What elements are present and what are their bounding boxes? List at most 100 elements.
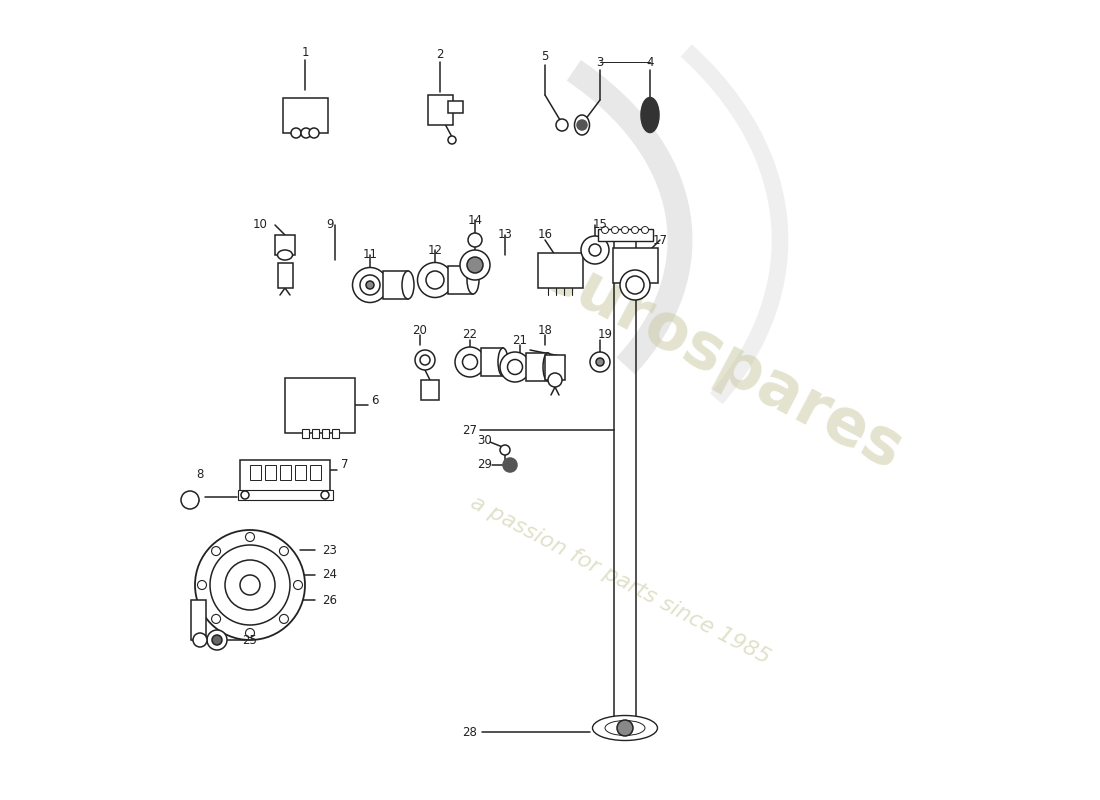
- Bar: [250, 465, 261, 479]
- Circle shape: [548, 373, 562, 387]
- Circle shape: [641, 226, 649, 234]
- Circle shape: [503, 458, 517, 472]
- Circle shape: [602, 226, 608, 234]
- Bar: [421, 380, 439, 400]
- Text: 11: 11: [363, 249, 377, 262]
- Bar: [448, 266, 473, 294]
- Ellipse shape: [543, 353, 553, 381]
- Text: 4: 4: [647, 55, 653, 69]
- Circle shape: [245, 533, 254, 542]
- Text: 18: 18: [538, 323, 552, 337]
- Bar: [283, 98, 328, 133]
- Circle shape: [620, 270, 650, 300]
- Circle shape: [279, 546, 288, 555]
- Ellipse shape: [277, 250, 293, 260]
- Circle shape: [621, 226, 628, 234]
- Text: 3: 3: [596, 55, 604, 69]
- Bar: [279, 465, 290, 479]
- Ellipse shape: [468, 266, 478, 294]
- Circle shape: [581, 236, 609, 264]
- Circle shape: [617, 720, 632, 736]
- Circle shape: [626, 276, 644, 294]
- Ellipse shape: [360, 275, 379, 295]
- Ellipse shape: [426, 271, 444, 289]
- Text: 16: 16: [538, 229, 552, 242]
- Bar: [597, 229, 652, 241]
- Text: 15: 15: [593, 218, 607, 231]
- Ellipse shape: [500, 352, 530, 382]
- Text: 1: 1: [301, 46, 309, 59]
- Circle shape: [241, 491, 249, 499]
- Bar: [448, 101, 462, 113]
- Text: 29: 29: [477, 458, 493, 471]
- Circle shape: [612, 226, 618, 234]
- Bar: [301, 429, 308, 438]
- Ellipse shape: [498, 348, 508, 376]
- Text: 27: 27: [462, 423, 477, 437]
- Circle shape: [588, 244, 601, 256]
- Circle shape: [578, 120, 587, 130]
- Bar: [285, 378, 355, 433]
- Bar: [240, 460, 330, 500]
- Circle shape: [245, 629, 254, 638]
- Text: 10: 10: [253, 218, 267, 231]
- Ellipse shape: [418, 262, 452, 298]
- Text: 23: 23: [322, 543, 338, 557]
- Ellipse shape: [605, 721, 645, 735]
- Bar: [613, 247, 658, 282]
- Text: 8: 8: [196, 469, 204, 482]
- Bar: [238, 490, 332, 500]
- Circle shape: [301, 128, 311, 138]
- Bar: [264, 465, 275, 479]
- Text: 22: 22: [462, 329, 477, 342]
- Text: 7: 7: [341, 458, 349, 471]
- Circle shape: [182, 491, 199, 509]
- Circle shape: [198, 581, 207, 590]
- Bar: [544, 354, 565, 379]
- Circle shape: [309, 128, 319, 138]
- Bar: [311, 429, 319, 438]
- Circle shape: [292, 128, 301, 138]
- Bar: [526, 353, 548, 381]
- Circle shape: [556, 119, 568, 131]
- Circle shape: [415, 350, 434, 370]
- Ellipse shape: [455, 347, 485, 377]
- Circle shape: [631, 226, 638, 234]
- Circle shape: [195, 530, 305, 640]
- Bar: [295, 465, 306, 479]
- Ellipse shape: [366, 281, 374, 289]
- Text: 21: 21: [513, 334, 528, 346]
- Text: 13: 13: [497, 229, 513, 242]
- Circle shape: [294, 581, 302, 590]
- Text: a passion for parts since 1985: a passion for parts since 1985: [466, 492, 773, 668]
- Bar: [538, 253, 583, 287]
- Text: 30: 30: [477, 434, 493, 446]
- Circle shape: [207, 630, 227, 650]
- Circle shape: [192, 633, 207, 647]
- Circle shape: [279, 614, 288, 623]
- Bar: [277, 262, 293, 287]
- Bar: [481, 348, 503, 376]
- Circle shape: [240, 575, 260, 595]
- Bar: [190, 600, 206, 640]
- Bar: [275, 235, 295, 255]
- Ellipse shape: [507, 359, 522, 374]
- Bar: [321, 429, 329, 438]
- Ellipse shape: [352, 267, 387, 302]
- Circle shape: [420, 355, 430, 365]
- Text: 26: 26: [322, 594, 338, 606]
- Ellipse shape: [641, 98, 659, 133]
- Circle shape: [211, 614, 221, 623]
- Circle shape: [448, 136, 456, 144]
- Text: 12: 12: [428, 243, 442, 257]
- Ellipse shape: [462, 354, 477, 370]
- Text: 6: 6: [372, 394, 378, 406]
- Text: 28: 28: [463, 726, 477, 738]
- Ellipse shape: [574, 115, 590, 135]
- Ellipse shape: [593, 715, 658, 741]
- Circle shape: [211, 546, 221, 555]
- Circle shape: [460, 250, 490, 280]
- Text: eurospares: eurospares: [527, 238, 913, 482]
- Text: 17: 17: [652, 234, 668, 246]
- Circle shape: [500, 445, 510, 455]
